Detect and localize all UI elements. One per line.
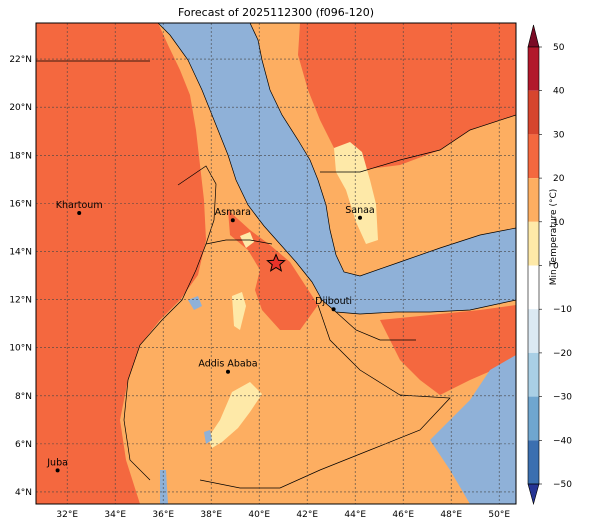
city-label: Djibouti [315,296,352,307]
coastline-africa [157,23,516,315]
lon-tick-label: 32°E [56,510,78,520]
city-dot [226,369,230,374]
colorbar-tick-label: −50 [553,480,572,490]
lat-tick-label: 12°N [9,296,32,306]
lat-tick-label: 10°N [9,344,32,354]
lon-tick-label: 34°E [104,510,126,520]
coastline-arabia [249,23,516,277]
colorbar-bin [528,440,539,484]
lon-tick-label: 50°E [488,510,510,520]
city-markers: Khartoum Asmara Sanaa Djibouti Addis Ababa Ju… [46,200,375,473]
colorbar-ticks: 50 40 30 20 10 0 −10 −20 −30 −40 −50 [539,43,572,490]
lon-tick-label: 40°E [248,510,270,520]
latitude-labels: 22°N 20°N 18°N 16°N 14°N 12°N 10°N 8°N 6°N 4°N [9,55,32,498]
city-label: Khartoum [56,200,103,211]
lat-tick-label: 22°N [9,55,32,65]
city-dot [358,215,362,220]
lon-tick-label: 46°E [392,510,414,520]
red-sea [158,23,516,314]
lon-tick-label: 38°E [200,510,222,520]
colorbar-extend-bottom [527,483,540,506]
border-sudan-eritrea [177,165,273,245]
lat-tick-label: 20°N [9,103,32,113]
colorbar [527,24,540,506]
colorbar-bin [528,90,539,135]
colorbar-tick-label: 20 [553,174,565,184]
colorbar-extend-top [527,24,540,48]
border-ethiopia [123,243,207,481]
colorbar-bin [528,134,539,179]
city-label: Sanaa [345,205,375,216]
colorbar-bin [528,265,539,310]
city-label: Addis Ababa [198,359,257,370]
lon-tick-label: 42°E [296,510,318,520]
colorbar-tick-label: 10 [553,218,565,228]
field-30-40-somalia [380,305,516,395]
map-title: Forecast of 2025112300 (f096-120) [177,6,375,19]
lat-tick-label: 14°N [9,247,32,257]
field-10-20-yemen [334,142,378,244]
lon-tick-label: 36°E [152,510,174,520]
longitude-labels: 32°E 34°E 36°E 38°E 40°E 42°E 44°E 46°E 48°E 50°E [56,510,510,520]
map-frame [35,22,517,505]
city-dot [77,210,82,215]
city-dot [55,468,60,473]
colorbar-tick-label: 50 [553,43,565,53]
lon-tick-label: 48°E [440,510,462,520]
lake-nile [160,470,168,504]
city-label: Juba [46,457,68,468]
colorbar-tick-label: −10 [553,305,572,315]
forecast-point-star-icon [266,253,286,272]
colorbar-tick-label: 30 [553,130,565,140]
colorbar-tick-label: 40 [553,87,565,97]
colorbar-bin [528,178,539,222]
colorbar-bin [528,352,539,397]
colorbar-tick-label: 0 [553,262,559,272]
colorbar-bin [528,47,539,91]
map-grid [36,23,516,504]
field-10-20-highland-2 [208,382,262,448]
lat-tick-label: 16°N [9,199,32,209]
city-dot [331,307,336,312]
lon-tick-label: 44°E [344,510,366,520]
field-30-40-arabia [298,23,516,170]
colorbar-tick-label: −40 [553,436,572,446]
lat-tick-label: 6°N [15,440,32,450]
lat-tick-label: 8°N [15,392,32,402]
border-somaliland [335,311,416,341]
city-label: Asmara [215,207,251,218]
colorbar-bin [528,396,539,441]
lake-tana [188,296,202,310]
lake-turkana [204,430,212,444]
colorbar-label: Min Temperature (°C) [549,189,559,286]
lat-tick-label: 4°N [15,488,32,498]
city-dot [230,218,235,223]
svg-text:Min Temperature (°C): Min Temperature (°C) [549,189,559,286]
colorbar-bin [528,309,539,353]
border-ethiopia-somalia [199,304,451,489]
colorbar-tick-label: −30 [553,393,572,403]
borders [36,23,516,489]
field-10-20-highland-1 [232,292,246,330]
lat-tick-label: 18°N [9,151,32,161]
colorbar-bin [528,221,539,266]
colorbar-tick-label: −20 [553,349,572,359]
